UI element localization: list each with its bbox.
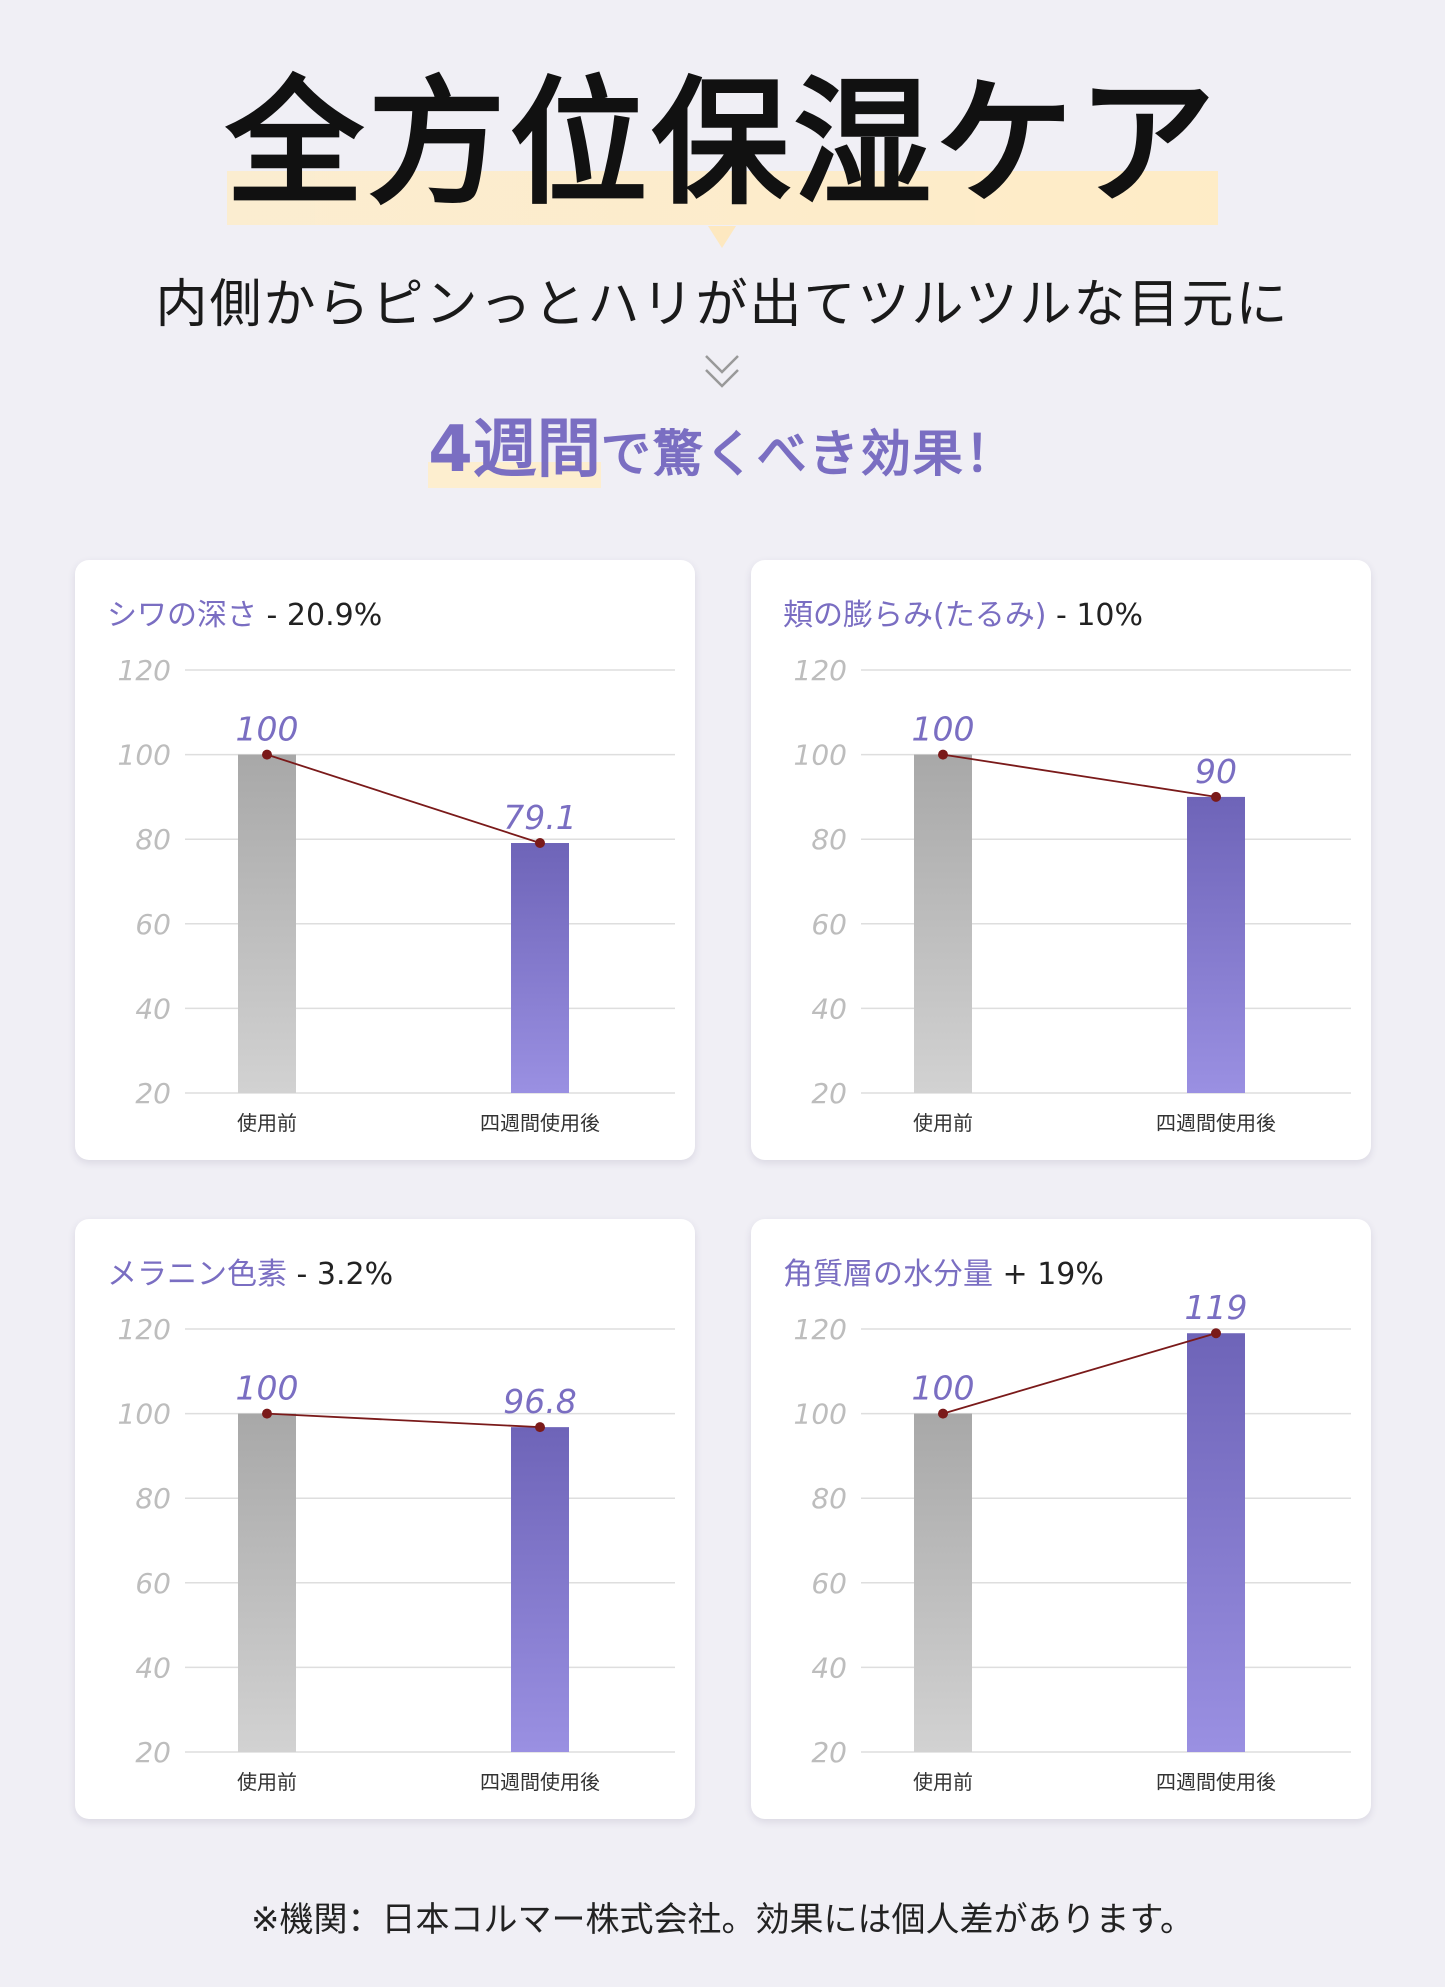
data-point — [938, 749, 948, 760]
data-label: 119 — [1185, 1288, 1248, 1327]
bar — [511, 843, 569, 1093]
y-tick-label: 20 — [811, 1736, 847, 1769]
y-tick-label: 120 — [794, 1313, 847, 1346]
y-tick-label: 80 — [811, 823, 847, 856]
y-tick-label: 80 — [135, 1482, 171, 1515]
data-label: 90 — [1195, 752, 1237, 791]
chart-title-name: シワの深さ — [107, 598, 257, 633]
chart-title: 頬の膨らみ(たるみ) - 10% — [783, 590, 1143, 634]
bar — [238, 754, 296, 1093]
chart-title-delta: - 3.2% — [296, 1257, 394, 1292]
data-point — [262, 749, 272, 760]
y-tick-label: 100 — [118, 739, 171, 772]
chart-card-1: シワの深さ - 20.9% 20 40 60 80 100 120 100 使用前 79.1 四週… — [75, 560, 695, 1160]
tagline-rest: で驚くべき効果！ — [600, 425, 1017, 483]
chart-card-2: 頬の膨らみ(たるみ) - 10% 20 40 60 80 100 120 100 使用前 90 四… — [751, 560, 1371, 1160]
bar — [238, 1413, 296, 1752]
y-tick-label: 80 — [811, 1482, 847, 1515]
bar — [511, 1427, 569, 1752]
footer-note: ※機関：日本コルマー株式会社。効果には個人差があります。 — [250, 1900, 1195, 1940]
y-tick-label: 40 — [135, 992, 171, 1025]
data-label: 96.8 — [503, 1382, 576, 1421]
x-tick-label: 四週間使用後 — [480, 1770, 600, 1794]
x-tick-label: 四週間使用後 — [480, 1111, 600, 1135]
y-tick-label: 40 — [811, 1651, 847, 1684]
subtitle: 内側からピンっとハリが出てツルツルな目元に — [155, 275, 1290, 335]
page-title-text: 全方位保湿ケア — [225, 63, 1220, 224]
y-tick-label: 120 — [118, 654, 171, 687]
x-tick-label: 使用前 — [237, 1770, 297, 1794]
bar — [914, 754, 972, 1093]
bar — [1187, 1333, 1245, 1752]
x-tick-label: 四週間使用後 — [1156, 1770, 1276, 1794]
chart-title: 角質層の水分量 + 19% — [783, 1249, 1104, 1293]
chart-title: シワの深さ - 20.9% — [107, 590, 382, 634]
x-tick-label: 使用前 — [237, 1111, 297, 1135]
data-label: 100 — [236, 710, 299, 749]
y-tick-label: 100 — [794, 739, 847, 772]
connector-line — [266, 1412, 541, 1429]
chart-title-name: 頬の膨らみ(たるみ) — [783, 598, 1047, 633]
y-tick-label: 20 — [135, 1736, 171, 1769]
bar-chart: 20 40 60 80 100 120 100 使用前 119 四週間使用後 — [794, 1288, 1351, 1794]
chart-title: メラニン色素 - 3.2% — [107, 1249, 393, 1293]
y-tick-label: 120 — [118, 1313, 171, 1346]
tagline: 4週間で驚くべき効果！ — [0, 398, 1445, 490]
connector-line — [266, 753, 541, 844]
y-tick-label: 60 — [135, 1567, 171, 1600]
bar-chart: 20 40 60 80 100 120 100 使用前 90 四週間使用後 — [794, 654, 1351, 1135]
y-tick-label: 60 — [811, 1567, 847, 1600]
data-point — [1211, 791, 1221, 802]
data-point — [262, 1408, 272, 1419]
y-tick-label: 40 — [135, 1651, 171, 1684]
data-point — [535, 838, 545, 849]
connector-line — [942, 753, 1217, 798]
y-tick-label: 100 — [794, 1398, 847, 1431]
chart-card-4: 角質層の水分量 + 19% 20 40 60 80 100 120 100 使用前 119 四週間… — [751, 1219, 1371, 1819]
connector-line — [942, 1332, 1217, 1415]
data-label: 100 — [912, 710, 975, 749]
bar — [914, 1413, 972, 1752]
bar — [1187, 796, 1245, 1093]
chart-title-name: 角質層の水分量 — [783, 1257, 993, 1292]
chart-title-delta: - 20.9% — [266, 598, 383, 633]
bar-chart: 20 40 60 80 100 120 100 使用前 79.1 四週間使用後 — [118, 654, 675, 1135]
y-tick-label: 20 — [135, 1077, 171, 1110]
data-label: 100 — [236, 1369, 299, 1408]
chart-card-3: メラニン色素 - 3.2% 20 40 60 80 100 120 100 使用前 96.8 四週… — [75, 1219, 695, 1819]
y-tick-label: 40 — [811, 992, 847, 1025]
bar-chart: 20 40 60 80 100 120 100 使用前 96.8 四週間使用後 — [118, 1313, 675, 1794]
y-tick-label: 20 — [811, 1077, 847, 1110]
y-tick-label: 80 — [135, 823, 171, 856]
y-tick-label: 60 — [811, 908, 847, 941]
chart-title-name: メラニン色素 — [107, 1257, 287, 1292]
data-point — [535, 1422, 545, 1433]
chart-title-delta: - 10% — [1055, 598, 1144, 633]
x-tick-label: 使用前 — [913, 1770, 973, 1794]
data-label: 100 — [912, 1369, 975, 1408]
y-tick-label: 120 — [794, 654, 847, 687]
double-chevron-down-icon — [705, 355, 739, 388]
headline-wrap: 全方位保湿ケア — [0, 75, 1445, 225]
x-tick-label: 四週間使用後 — [1156, 1111, 1276, 1135]
y-tick-label: 60 — [135, 908, 171, 941]
x-tick-label: 使用前 — [913, 1111, 973, 1135]
data-point — [1211, 1328, 1221, 1339]
page-title: 全方位保湿ケア — [225, 75, 1219, 225]
title-pointer — [708, 226, 736, 248]
chart-title-delta: + 19% — [1002, 1257, 1104, 1292]
tagline-emphasis: 4週間 — [428, 398, 601, 490]
data-point — [938, 1408, 948, 1419]
title-highlight — [227, 171, 1218, 225]
data-label: 79.1 — [503, 798, 576, 837]
y-tick-label: 100 — [118, 1398, 171, 1431]
